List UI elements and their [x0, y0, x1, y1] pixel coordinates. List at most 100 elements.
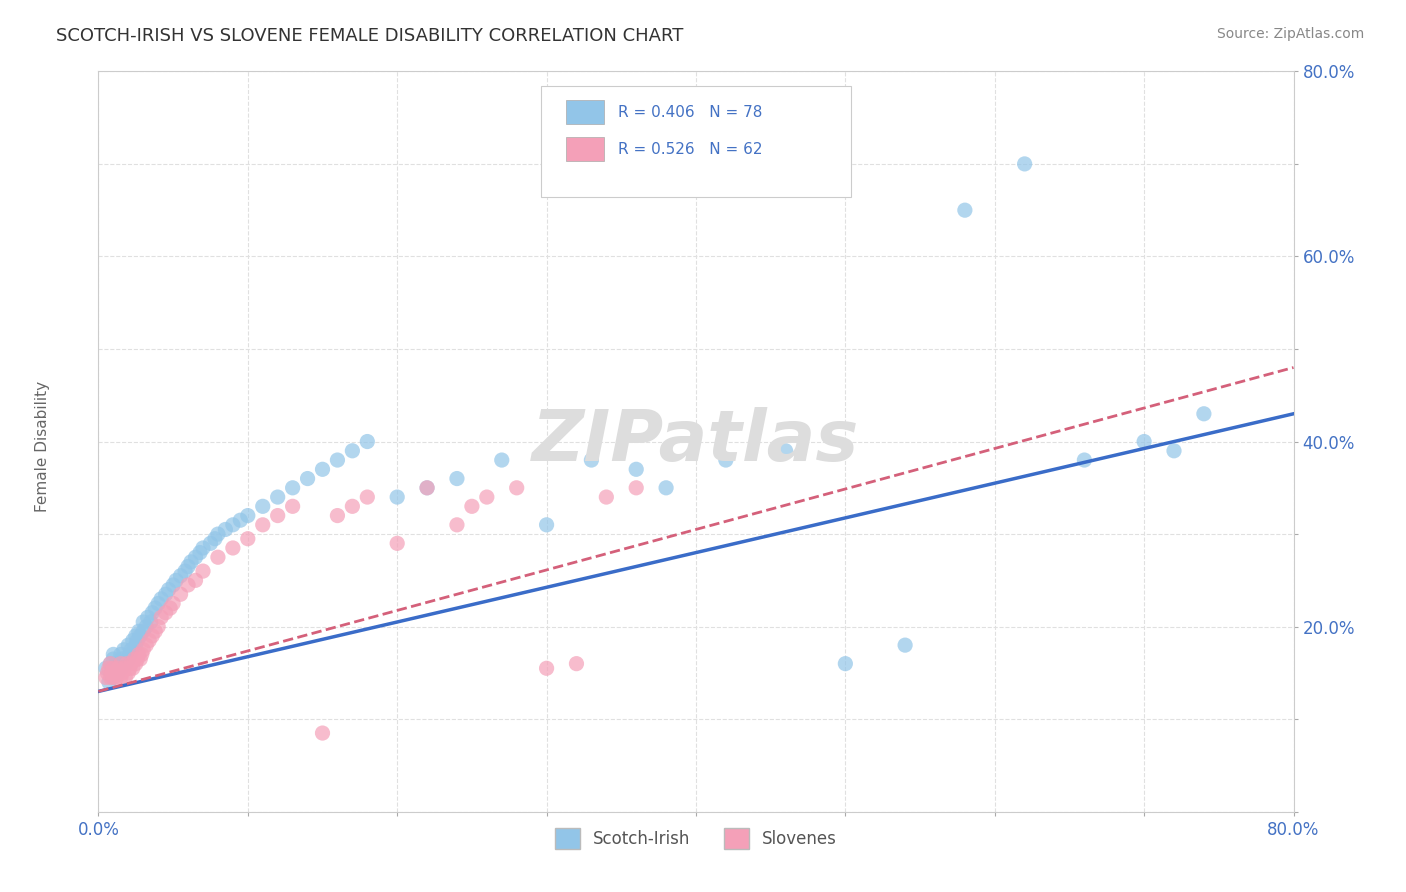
Point: [103, 652, 125, 666]
Point: [136, 610, 159, 624]
Point: [177, 559, 200, 574]
Point: [118, 661, 141, 675]
Point: [326, 508, 349, 523]
Point: [117, 638, 139, 652]
Point: [252, 500, 274, 514]
Point: [148, 619, 170, 633]
Point: [110, 671, 132, 685]
Legend: Scotch-Irish, Slovenes: Scotch-Irish, Slovenes: [548, 822, 844, 855]
Point: [155, 606, 177, 620]
Point: [114, 671, 136, 685]
Point: [252, 517, 274, 532]
Point: [104, 661, 127, 675]
Point: [1133, 434, 1156, 449]
Point: [581, 453, 603, 467]
Point: [281, 500, 304, 514]
Point: [112, 661, 135, 675]
Point: [174, 564, 197, 578]
Point: [110, 661, 132, 675]
Point: [120, 657, 142, 671]
Point: [128, 624, 150, 639]
Text: R = 0.526   N = 62: R = 0.526 N = 62: [619, 142, 763, 157]
Point: [138, 633, 160, 648]
Point: [267, 490, 290, 504]
Point: [150, 610, 173, 624]
Point: [356, 490, 378, 504]
Point: [101, 665, 124, 680]
Text: R = 0.406   N = 78: R = 0.406 N = 78: [619, 104, 762, 120]
Point: [326, 453, 349, 467]
Point: [105, 657, 128, 671]
Point: [311, 726, 333, 740]
Point: [1163, 443, 1185, 458]
Point: [115, 657, 138, 671]
Point: [143, 624, 166, 639]
Point: [491, 453, 513, 467]
Point: [626, 481, 648, 495]
Point: [103, 648, 125, 662]
Point: [131, 648, 153, 662]
Point: [105, 671, 128, 685]
Point: [124, 652, 146, 666]
Point: [281, 481, 304, 495]
Point: [385, 490, 409, 504]
Point: [132, 615, 155, 629]
FancyBboxPatch shape: [565, 137, 605, 161]
Point: [229, 513, 252, 527]
Point: [125, 657, 148, 671]
Point: [101, 665, 124, 680]
Point: [655, 481, 678, 495]
Point: [117, 665, 139, 680]
Point: [184, 574, 207, 588]
Point: [953, 203, 976, 218]
Point: [446, 517, 468, 532]
Point: [714, 453, 737, 467]
Point: [191, 541, 214, 555]
Point: [536, 517, 558, 532]
Point: [120, 642, 142, 657]
Point: [180, 555, 202, 569]
Point: [150, 591, 173, 606]
Point: [1073, 453, 1095, 467]
Point: [894, 638, 917, 652]
Point: [132, 624, 155, 639]
Point: [1192, 407, 1215, 421]
Point: [626, 462, 648, 476]
Point: [110, 657, 132, 671]
Point: [775, 443, 797, 458]
Text: Female Disability: Female Disability: [35, 380, 49, 512]
Point: [103, 661, 125, 675]
Point: [236, 532, 259, 546]
Point: [155, 587, 177, 601]
Point: [356, 434, 378, 449]
Point: [128, 648, 150, 662]
Point: [107, 665, 129, 680]
Text: ZIPatlas: ZIPatlas: [533, 407, 859, 476]
Point: [118, 648, 141, 662]
Point: [342, 443, 364, 458]
Point: [125, 638, 148, 652]
Point: [143, 601, 166, 615]
Point: [127, 633, 149, 648]
Point: [200, 536, 222, 550]
Point: [446, 472, 468, 486]
Point: [416, 481, 439, 495]
Point: [159, 601, 181, 615]
Point: [385, 536, 409, 550]
Point: [125, 629, 148, 643]
Point: [98, 657, 122, 671]
Point: [111, 652, 134, 666]
FancyBboxPatch shape: [541, 87, 852, 197]
Point: [475, 490, 498, 504]
Point: [342, 500, 364, 514]
Point: [222, 541, 245, 555]
Point: [97, 661, 120, 675]
Point: [104, 665, 127, 680]
Point: [98, 671, 122, 685]
Point: [461, 500, 484, 514]
Point: [148, 597, 170, 611]
Point: [214, 523, 236, 537]
Point: [94, 671, 117, 685]
Point: [204, 532, 226, 546]
Point: [97, 675, 120, 690]
